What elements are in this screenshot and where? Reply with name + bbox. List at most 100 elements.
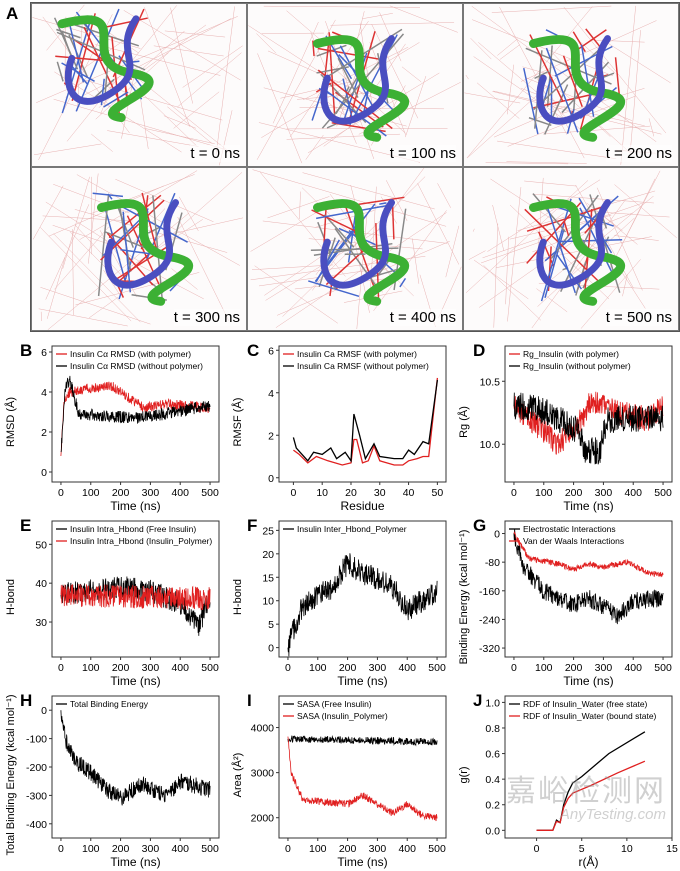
chart-panel-b: B 0 100 200 300 400 500 0 2 4 6 Time (ns) RMSD (Å) In… [0, 340, 227, 515]
x-tick-label: 20 [345, 487, 357, 499]
x-tick-label: 400 [624, 487, 642, 499]
y-tick-label: 10.5 [480, 376, 501, 388]
x-tick-label: 10 [316, 487, 328, 499]
legend-entry: Rg_Insulin (without polymer) [523, 361, 631, 371]
chart-panel-d: D 0 100 200 300 400 500 10.0 10.5 Time (ns) Rg (Å)… [453, 340, 680, 515]
y-tick-label: -100 [26, 734, 47, 746]
protein-structure-image [248, 5, 461, 164]
chart-svg: D 0 100 200 300 400 500 10.0 10.5 Time (ns) Rg (Å)… [457, 341, 673, 513]
chart-panel-e: E 0 100 200 300 400 500 30 40 50 Time (ns) H-bond In… [0, 515, 227, 690]
plot-frame [51, 345, 220, 483]
x-tick-label: 200 [565, 662, 583, 674]
y-tick-label: 50 [35, 539, 47, 551]
chart-panel-c: C 0 10 20 30 40 50 0 2 4 6 Residue RMSF (Å) Insulin C… [227, 340, 454, 515]
y-tick-label: -240 [479, 614, 500, 626]
md-snapshot: t = 100 ns [247, 3, 463, 167]
series-line [513, 392, 664, 465]
y-axis-label: H-bond [232, 579, 244, 615]
snapshot-time-label: t = 500 ns [605, 309, 672, 326]
md-snapshot: t = 300 ns [31, 167, 247, 331]
x-tick-label: 200 [339, 843, 357, 855]
y-axis-label: H-bond [5, 579, 17, 615]
protein-structure-image [464, 5, 671, 165]
chart-panel-f: F 0 100 200 300 400 500 0 5 10 15 20 25 Time (ns) H-bo… [227, 515, 454, 690]
y-tick-label: 0 [41, 705, 47, 717]
legend-entry: RDF of Insulin_Water (bound state) [523, 711, 657, 721]
x-tick-label: 300 [142, 487, 160, 499]
chart-svg: B 0 100 200 300 400 500 0 2 4 6 Time (ns) RMSD (Å) In… [4, 341, 220, 513]
y-tick-label: 40 [35, 578, 47, 590]
plot-frame [278, 345, 447, 483]
panel-label: B [20, 341, 32, 360]
panel-label: G [473, 516, 486, 535]
x-tick-label: 200 [339, 662, 357, 674]
x-tick-label: 15 [666, 843, 678, 855]
y-tick-label: -300 [26, 790, 47, 802]
y-tick-label: 4000 [251, 723, 275, 735]
x-tick-label: 200 [112, 662, 130, 674]
legend-entry: Van der Waals Interactions [523, 536, 624, 546]
plot-frame [504, 695, 673, 839]
protein-structure-image [465, 170, 677, 329]
x-tick-label: 300 [595, 487, 613, 499]
x-tick-label: 300 [142, 843, 160, 855]
legend-entry: Rg_Insulin (with polymer) [523, 349, 619, 359]
panel-label: H [20, 691, 32, 710]
y-axis-label: g(r) [458, 766, 470, 783]
x-axis-label: Time (ns) [337, 674, 387, 688]
y-tick-label: 2 [268, 430, 274, 442]
protein-structure-image [250, 168, 462, 330]
series-line [536, 731, 646, 831]
x-tick-label: 200 [565, 487, 583, 499]
legend-entry: SASA (Insulin_Polymer) [297, 711, 388, 721]
x-tick-label: 500 [654, 487, 672, 499]
panel-label: J [473, 691, 482, 710]
x-tick-label: 400 [171, 662, 189, 674]
x-tick-label: 100 [309, 843, 327, 855]
y-tick-label: 3000 [251, 768, 275, 780]
legend-entry: Insulin Ca RMSF (without polymer) [297, 361, 429, 371]
chart-svg: I 0 100 200 300 400 500 2000 3000 4000 Time (ns) Ar… [231, 691, 447, 869]
md-snapshot: t = 500 ns [463, 167, 679, 331]
y-tick-label: 10 [262, 596, 274, 608]
panel-label-a: A [6, 4, 19, 23]
legend-entry: Insulin Intra_Hbond (Free Insulin) [70, 524, 196, 534]
x-tick-label: 100 [82, 843, 100, 855]
x-tick-label: 300 [369, 662, 387, 674]
chart-svg: E 0 100 200 300 400 500 30 40 50 Time (ns) H-bond In… [5, 516, 220, 688]
x-tick-label: 400 [171, 843, 189, 855]
series-line [293, 377, 439, 466]
x-axis-label: Time (ns) [563, 674, 613, 688]
y-tick-label: 0.8 [485, 723, 500, 735]
x-tick-label: 0 [511, 487, 517, 499]
x-tick-label: 300 [142, 662, 160, 674]
x-tick-label: 100 [82, 487, 100, 499]
x-tick-label: 100 [535, 487, 553, 499]
y-tick-label: 2000 [251, 813, 275, 825]
x-tick-label: 400 [398, 843, 416, 855]
y-tick-label: 6 [41, 347, 47, 359]
snapshot-time-label: t = 100 ns [389, 145, 456, 162]
md-snapshot-grid: t = 0 ns t = 100 ns t = 200 ns t = 300 ns t … [30, 2, 680, 332]
y-tick-label: 0.2 [485, 800, 500, 812]
md-snapshot: t = 400 ns [247, 167, 463, 331]
y-tick-label: 0 [268, 643, 274, 655]
plot-frame [51, 520, 220, 658]
series-line [292, 379, 439, 463]
y-tick-label: 20 [262, 549, 274, 561]
protein-structure-image [32, 170, 244, 330]
y-tick-label: 0.4 [485, 774, 500, 786]
y-tick-label: 25 [262, 525, 274, 537]
x-tick-label: 0 [290, 487, 296, 499]
x-tick-label: 50 [432, 487, 444, 499]
y-tick-label: 6 [268, 345, 274, 357]
snapshot-time-label: t = 400 ns [389, 309, 456, 326]
x-tick-label: 100 [535, 662, 553, 674]
legend-entry: Insulin Cα RMSD (without polymer) [70, 361, 203, 371]
panel-label: E [20, 516, 31, 535]
md-snapshot: t = 0 ns [31, 3, 247, 167]
chart-panel-g: G 0 100 200 300 400 500 0 -80 -160 -240 -320 Time (n… [453, 515, 680, 690]
md-snapshot: t = 200 ns [463, 3, 679, 167]
x-tick-label: 400 [171, 487, 189, 499]
